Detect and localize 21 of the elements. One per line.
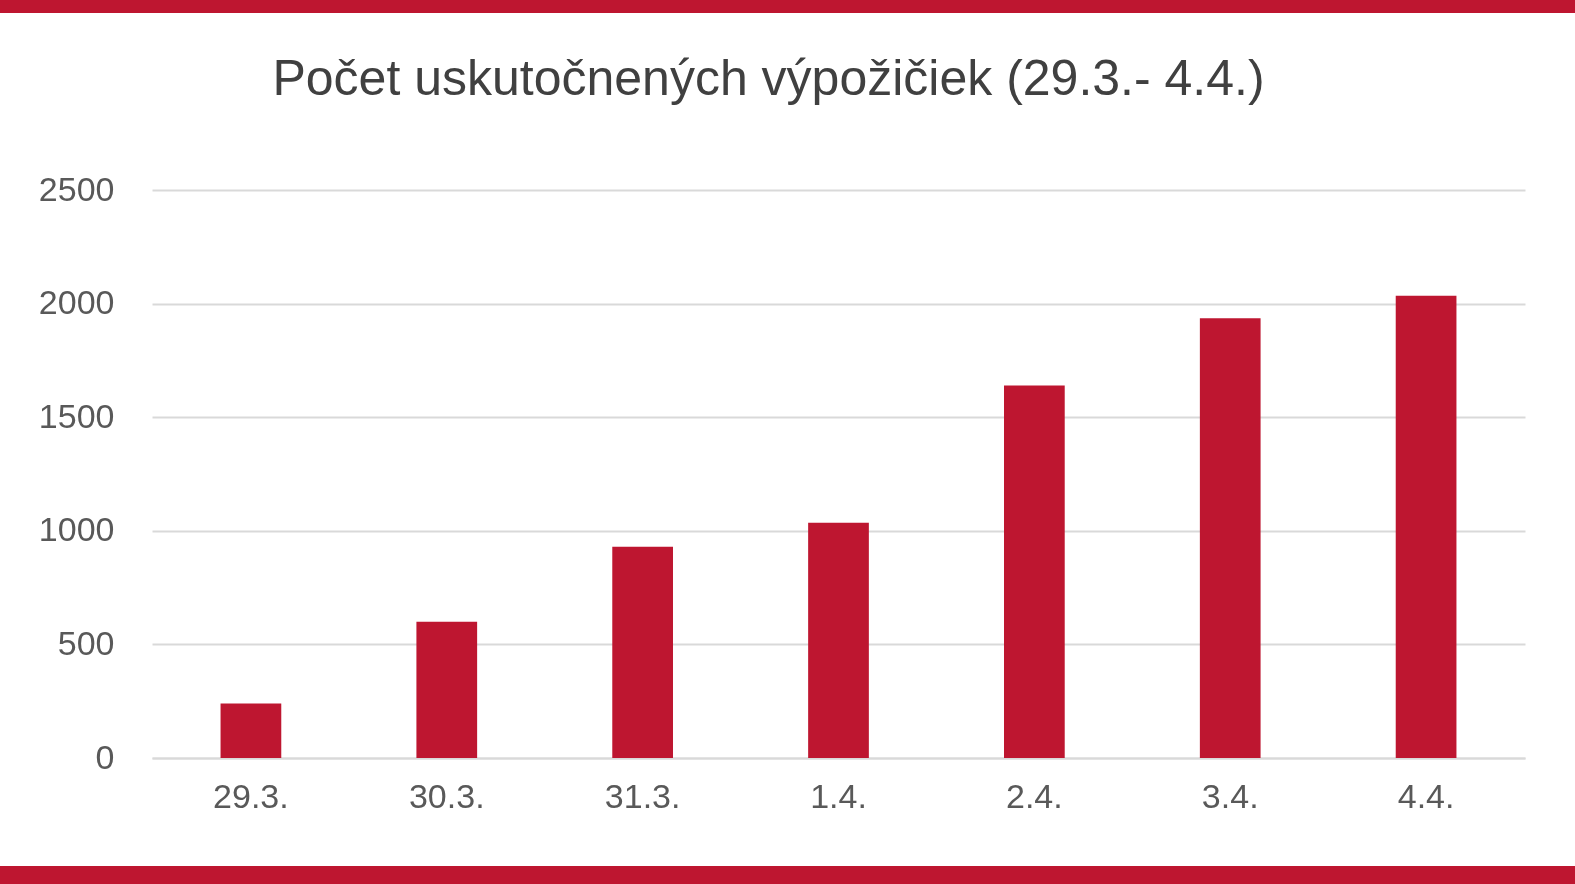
bar [1199,318,1261,758]
bar [808,522,869,758]
y-tick-label: 0 [95,737,115,776]
x-tick-label: 30.3. [408,776,485,815]
y-tick-label: 2500 [38,169,115,208]
x-tick-label: 31.3. [604,776,681,815]
bar [1395,295,1457,758]
x-tick-label: 3.4. [1201,776,1259,815]
y-tick-label: 1000 [38,510,115,549]
y-tick-label: 1500 [38,396,115,435]
y-tick-label: 500 [57,623,115,662]
x-tick-label: 4.4. [1397,776,1455,815]
x-tick-label: 29.3. [213,776,289,815]
bar [612,546,673,758]
y-tick-label: 2000 [38,283,115,322]
bar [1004,385,1065,758]
bar [416,621,478,758]
bar [220,703,282,758]
x-tick-label: 1.4. [810,776,867,815]
x-tick-label: 2.4. [1006,776,1063,815]
chart-title: Počet uskutočnených výpožičiek (29.3.- 4.4.) [272,50,1265,106]
